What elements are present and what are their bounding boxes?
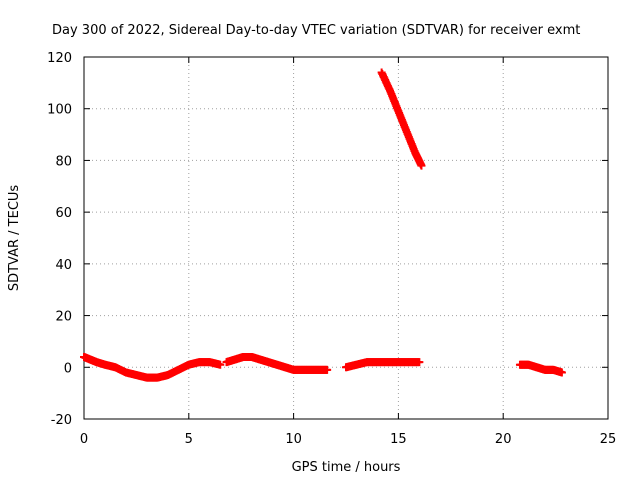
axis-ticks [83, 56, 609, 420]
data-point [417, 161, 426, 170]
data-point [216, 360, 225, 369]
y-tick-label: -20 [51, 413, 72, 428]
x-tick-label: 25 [600, 432, 617, 447]
x-tick-label: 5 [185, 432, 193, 447]
y-tick-label: 20 [55, 310, 72, 325]
y-tick-label: 0 [64, 361, 72, 376]
data-point [323, 365, 332, 374]
y-tick-label: 120 [47, 51, 72, 66]
gridlines [84, 57, 608, 419]
series-3 [342, 358, 424, 372]
x-tick-labels: 0 5 10 15 20 25 [80, 432, 616, 447]
x-axis-label: GPS time / hours [292, 460, 401, 475]
series-5 [515, 360, 566, 377]
series-4 [377, 68, 426, 170]
data-points [80, 68, 566, 382]
x-tick-label: 15 [390, 432, 407, 447]
x-tick-label: 10 [285, 432, 302, 447]
y-tick-label: 80 [55, 154, 72, 169]
series-1 [80, 352, 225, 382]
y-tick-labels: -20 0 20 40 60 80 100 120 [47, 51, 72, 428]
data-point [415, 358, 424, 367]
chart-title: Day 300 of 2022, Sidereal Day-to-day VTE… [52, 23, 580, 38]
series-2 [222, 352, 332, 374]
x-tick-label: 20 [495, 432, 512, 447]
y-tick-label: 100 [47, 103, 72, 118]
plot-frame [83, 56, 609, 420]
y-tick-label: 40 [55, 258, 72, 273]
y-axis-label: SDTVAR / TECUs [7, 185, 22, 292]
data-point [557, 368, 566, 377]
y-tick-label: 60 [55, 206, 72, 221]
x-tick-label: 0 [80, 432, 88, 447]
